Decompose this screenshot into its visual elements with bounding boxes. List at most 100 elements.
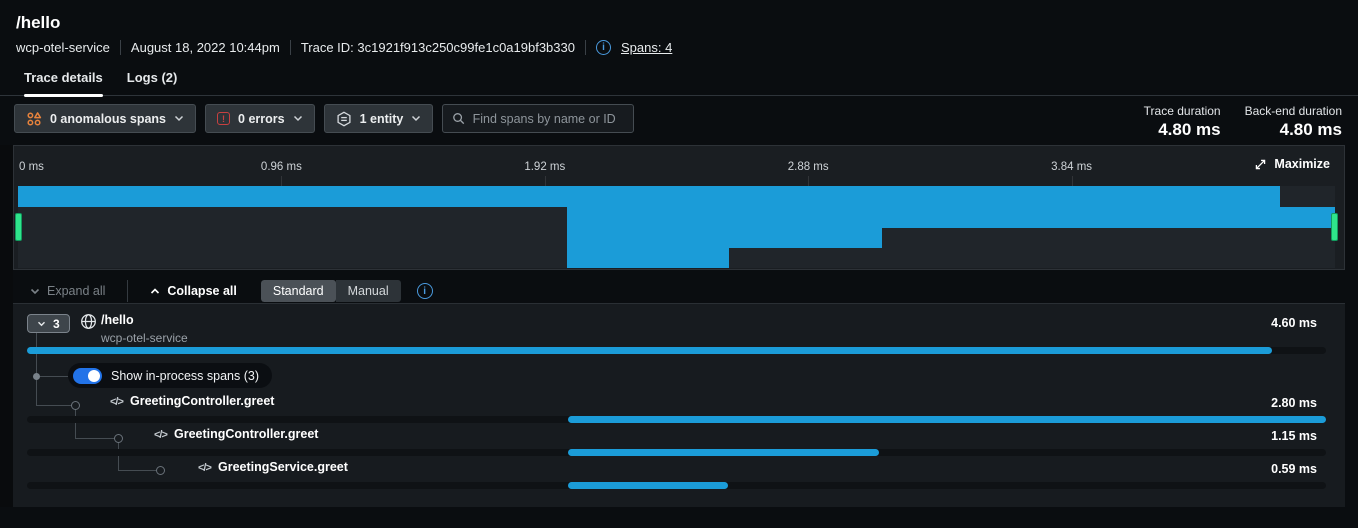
entity-dropdown[interactable]: 1 entity [323, 104, 434, 133]
trace-duration-stat: Trace duration 4.80 ms [1144, 104, 1221, 140]
service-name: wcp-otel-service [16, 40, 110, 55]
collapse-all-label: Collapse all [167, 284, 237, 298]
span-duration: 4.60 ms [1271, 316, 1317, 330]
span-duration: 1.15 ms [1271, 429, 1317, 443]
tree-node-ring [114, 434, 123, 443]
globe-icon [81, 314, 96, 329]
span-duration: 0.59 ms [1271, 462, 1317, 476]
span-name[interactable]: GreetingController.greet [130, 394, 275, 408]
entity-label: 1 entity [359, 111, 404, 126]
brush-handle-right[interactable] [1331, 213, 1338, 241]
info-icon[interactable]: i [595, 40, 611, 55]
chevron-down-icon [412, 115, 421, 122]
error-icon: ! [217, 112, 231, 125]
anomalous-spans-label: 0 anomalous spans [50, 111, 167, 126]
divider [127, 280, 129, 302]
page-title: /hello [16, 13, 61, 32]
code-icon: </> [154, 429, 168, 441]
maximize-button[interactable]: Maximize [1254, 157, 1330, 171]
span-bar-track [27, 449, 1326, 456]
span-name[interactable]: GreetingController.greet [174, 427, 319, 441]
tab-bar: Trace details Logs (2) [0, 64, 1358, 97]
span-bar-track [27, 347, 1326, 354]
trace-meta: wcp-otel-service August 18, 2022 10:44pm… [16, 40, 1342, 55]
code-icon: </> [110, 396, 124, 408]
chevron-down-icon [30, 288, 40, 294]
chevron-up-icon [151, 287, 160, 294]
tree-connector [36, 376, 68, 377]
toggle-label: Show in-process spans (3) [111, 368, 259, 383]
minimap-span-bar [18, 186, 1281, 208]
axis-tick: 0.96 ms [260, 161, 302, 173]
chevron-down-icon [38, 321, 45, 326]
anomalous-spans-dropdown[interactable]: 0 anomalous spans [14, 104, 197, 133]
toggle-switch-icon[interactable] [73, 367, 102, 384]
mode-standard-button[interactable]: Standard [260, 280, 336, 302]
trace-timestamp: August 18, 2022 10:44pm [130, 40, 280, 55]
span-waterfall-list: 3 /hello wcp-otel-service 4.60 ms Show i… [13, 303, 1345, 507]
mode-manual-button[interactable]: Manual [335, 280, 401, 302]
minimap-waterfall[interactable] [15, 186, 1338, 268]
duration-stats: Trace duration 4.80 ms Back-end duration… [1144, 104, 1342, 140]
span-bar[interactable] [568, 482, 728, 489]
errors-dropdown[interactable]: ! 0 errors [205, 104, 315, 133]
filter-bar: 0 anomalous spans ! 0 errors 1 entity Tr… [14, 104, 1342, 140]
errors-label: 0 errors [238, 111, 285, 126]
maximize-label: Maximize [1274, 157, 1330, 171]
trace-id: Trace ID: 3c1921f913c250c99fe1c0a19bf3b3… [300, 40, 575, 55]
span-bar[interactable] [568, 449, 880, 456]
axis-tick: 3.84 ms [1051, 161, 1093, 173]
tree-node-dot [33, 373, 40, 380]
divider [584, 40, 586, 55]
tab-trace-details[interactable]: Trace details [24, 64, 103, 97]
tree-connector [36, 332, 37, 405]
anomaly-icon [27, 111, 42, 126]
axis-tick: 0 ms [19, 161, 44, 173]
expand-all-button[interactable]: Expand all [30, 284, 105, 298]
collapse-children-badge[interactable]: 3 [27, 314, 70, 333]
code-icon: </> [198, 462, 212, 474]
span-service: wcp-otel-service [101, 331, 188, 345]
expand-all-label: Expand all [47, 284, 106, 298]
chevron-down-icon [174, 115, 184, 122]
span-name[interactable]: GreetingService.greet [218, 460, 348, 474]
entity-icon [337, 111, 351, 126]
trace-duration-label: Trace duration [1143, 104, 1221, 118]
span-bar[interactable] [27, 347, 1272, 354]
collapse-all-button[interactable]: Collapse all [150, 284, 237, 298]
backend-duration-stat: Back-end duration 4.80 ms [1245, 104, 1342, 140]
bottom-gutter [0, 507, 1358, 528]
search-input[interactable] [472, 111, 625, 126]
axis-tick: 2.88 ms [787, 161, 829, 173]
minimap-span-bar [566, 248, 729, 268]
minimap-axis: 0 ms 0.96 ms 1.92 ms 2.88 ms 3.84 ms [18, 161, 1335, 175]
minimap-span-bar [566, 207, 1335, 228]
span-name[interactable]: /hello [101, 313, 134, 327]
spans-count-link[interactable]: Spans: 4 [620, 40, 673, 55]
info-icon[interactable]: i [416, 283, 433, 299]
trace-header: /hello wcp-otel-service August 18, 2022 … [0, 0, 1358, 55]
tree-node-ring [156, 466, 165, 475]
brush-handle-left[interactable] [15, 213, 22, 241]
span-duration: 2.80 ms [1271, 396, 1317, 410]
waterfall-controls: Expand all Collapse all Standard Manual … [30, 280, 433, 302]
span-bar[interactable] [568, 416, 1326, 423]
span-bar-track [27, 416, 1326, 423]
mode-toggle-group: Standard Manual [260, 280, 401, 302]
trace-minimap: 0 ms 0.96 ms 1.92 ms 2.88 ms 3.84 ms Max… [13, 145, 1345, 270]
tree-connector [36, 405, 72, 406]
search-icon [453, 113, 465, 125]
axis-tick: 1.92 ms [524, 161, 566, 173]
span-bar-track [27, 482, 1326, 489]
divider [119, 40, 121, 55]
child-count: 3 [53, 316, 60, 331]
minimap-span-bar [566, 227, 883, 249]
backend-duration-label: Back-end duration [1244, 104, 1342, 118]
span-search [442, 104, 635, 133]
divider [289, 40, 291, 55]
show-in-process-spans-toggle[interactable]: Show in-process spans (3) [68, 363, 272, 388]
tree-connector [75, 438, 116, 439]
chevron-down-icon [293, 115, 302, 122]
tab-logs[interactable]: Logs (2) [126, 70, 178, 85]
maximize-icon [1256, 159, 1266, 169]
